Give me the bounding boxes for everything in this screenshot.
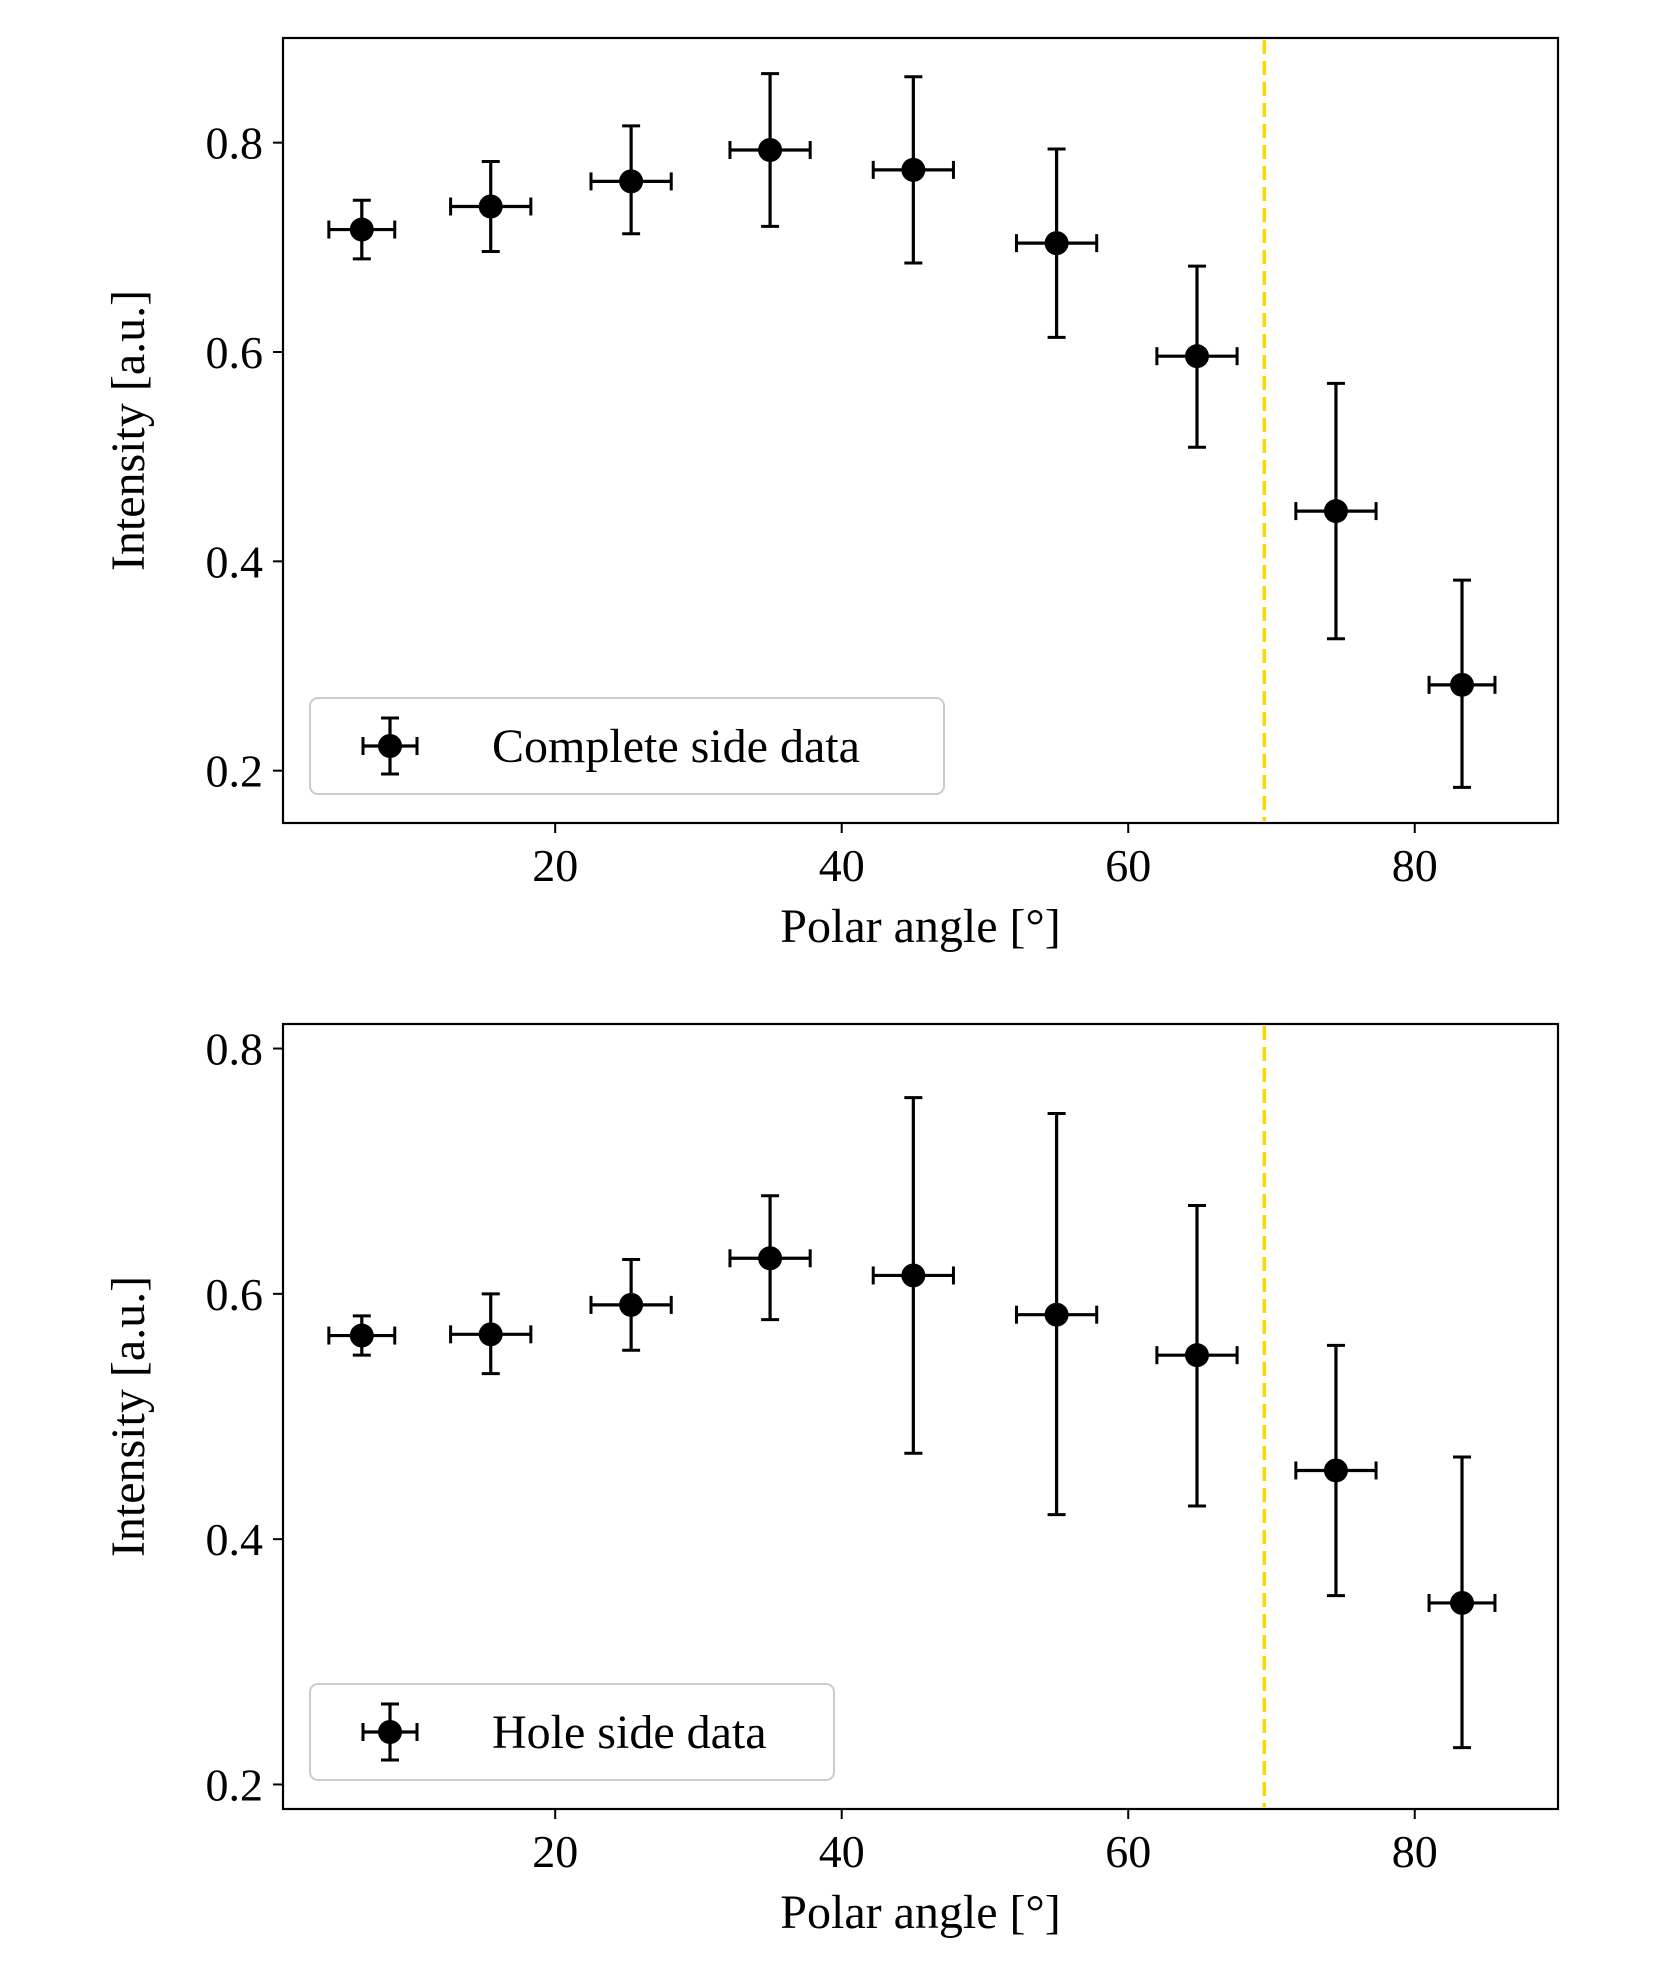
legend-point (378, 1720, 402, 1744)
x-tick-label: 40 (819, 1826, 865, 1877)
data-point (1450, 672, 1475, 697)
data-point (1323, 1458, 1348, 1483)
y-tick-label: 0.6 (206, 1269, 264, 1320)
x-axis-label: Polar angle [°] (780, 1886, 1060, 1939)
data-point (478, 194, 503, 219)
legend-label: Hole side data (492, 1706, 767, 1759)
legend-label: Complete side data (492, 720, 860, 773)
y-tick-label: 0.4 (206, 1514, 264, 1565)
data-point (349, 1323, 374, 1348)
x-tick-label: 20 (532, 1826, 578, 1877)
data-point (1044, 1302, 1069, 1327)
x-tick-label: 20 (532, 840, 578, 891)
legend-marker (361, 1702, 419, 1762)
data-point (619, 169, 644, 194)
data-point (758, 137, 783, 162)
data-point (758, 1246, 783, 1271)
legend-box (309, 1683, 835, 1781)
data-point (619, 1292, 644, 1317)
data-point (349, 217, 374, 242)
legend-point (378, 734, 402, 758)
data-point (901, 157, 926, 182)
data-point (1184, 1343, 1209, 1368)
x-tick-label: 80 (1392, 840, 1438, 891)
y-tick-label: 0.2 (206, 746, 264, 797)
axes-frame (281, 1022, 1560, 1811)
x-axis-label: Polar angle [°] (780, 900, 1060, 953)
y-tick-label: 0.4 (206, 536, 264, 587)
data-point (1184, 344, 1209, 369)
x-tick-label: 40 (819, 840, 865, 891)
legend-box (309, 697, 945, 795)
data-point (1450, 1590, 1475, 1615)
x-tick-label: 60 (1105, 840, 1151, 891)
top-panel: 20 40 60 80 0.2 0.4 0.6 0.8 Polar angle [°] Inten… (102, 36, 1560, 953)
data-point (901, 1263, 926, 1288)
y-tick-label: 0.6 (206, 327, 264, 378)
x-tick-label: 80 (1392, 1826, 1438, 1877)
x-tick-label: 60 (1105, 1826, 1151, 1877)
y-tick-label: 0.8 (206, 118, 264, 169)
data-point (478, 1322, 503, 1347)
bottom-panel: 20 40 60 80 0.2 0.4 0.6 0.8 Polar angle [°] Inten… (102, 1022, 1560, 1939)
data-point (1323, 499, 1348, 524)
y-tick-label: 0.8 (206, 1024, 264, 1075)
y-axis-label: Intensity [a.u.] (102, 1276, 155, 1557)
data-point (1044, 231, 1069, 256)
legend-marker (361, 716, 419, 776)
y-tick-label: 0.2 (206, 1759, 264, 1810)
axes-frame (281, 36, 1560, 825)
y-axis-label: Intensity [a.u.] (102, 290, 155, 571)
